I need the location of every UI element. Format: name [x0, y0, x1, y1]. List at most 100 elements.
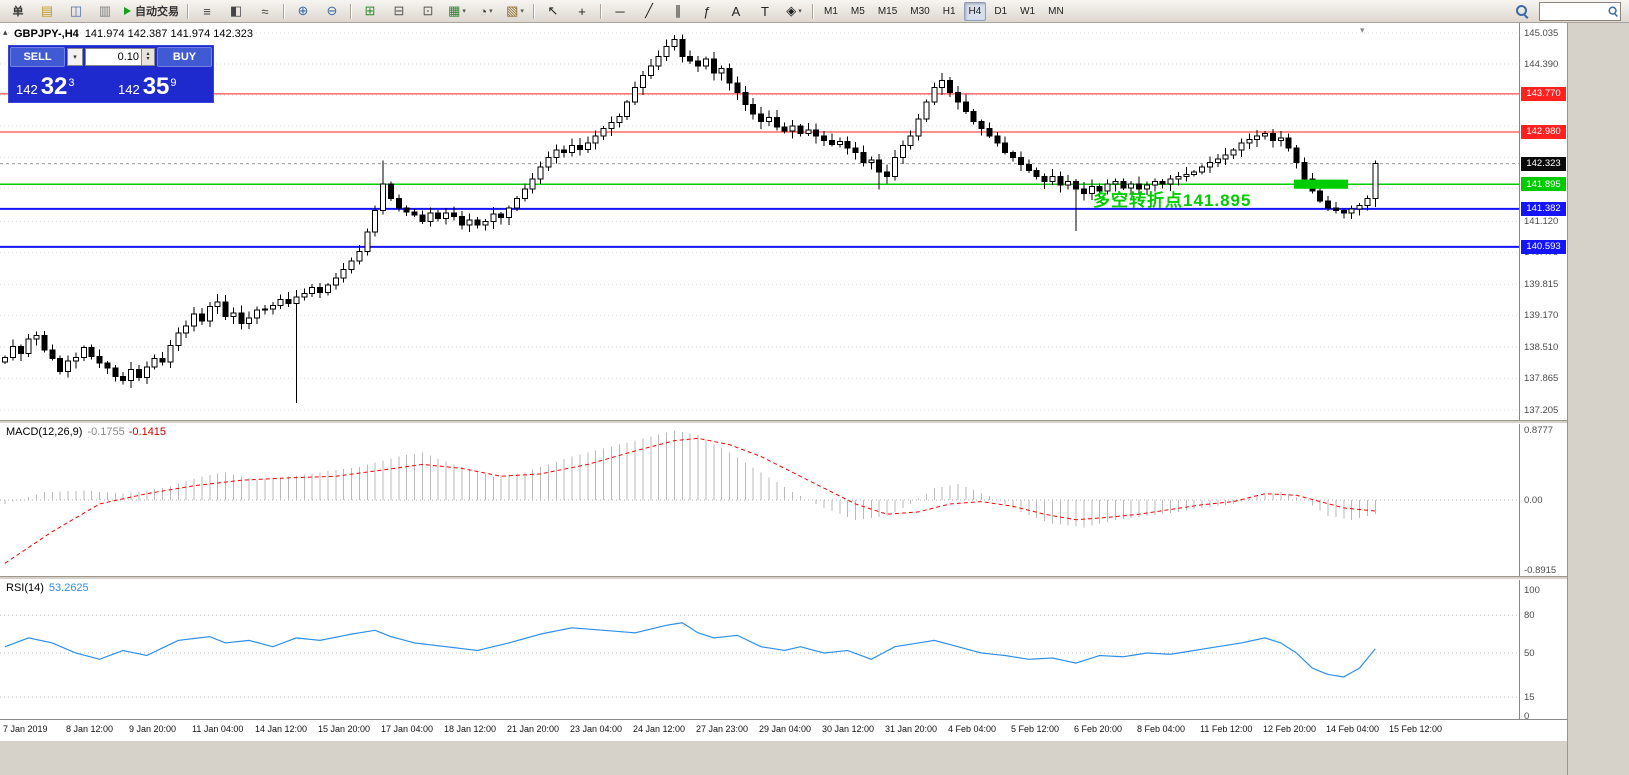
timeframe-m1-button[interactable]: M1 — [824, 5, 838, 17]
trendline-icon[interactable]: ╱ — [635, 1, 663, 22]
time-axis[interactable]: 7 Jan 2019 8 Jan 12:00 9 Jan 20:00 11 Jan 0… — [0, 719, 1567, 741]
navigator-icon[interactable]: ▥ — [91, 1, 119, 22]
fibonacci-icon[interactable]: ƒ — [693, 1, 721, 22]
time-axis-label: 14 Feb 04:00 — [1326, 724, 1380, 734]
timeframe-m30-button[interactable]: M30 — [910, 5, 930, 17]
macd-panel-canvas[interactable] — [0, 424, 1519, 576]
cascade-windows-icon[interactable]: ⊟ — [385, 1, 413, 22]
line-chart-icon: ≈ — [261, 3, 269, 19]
rsi-indicator-label: RSI(14) 53.2625 — [6, 582, 89, 594]
bid-price-display[interactable]: 142 32 3 — [9, 68, 111, 102]
panel-splitter[interactable] — [0, 420, 1567, 424]
rsi-label-text: RSI(14) — [6, 582, 44, 594]
bid-price-prefix: 142 — [16, 82, 38, 97]
time-axis-label: 15 Jan 20:00 — [318, 724, 371, 734]
sell-button[interactable]: SELL — [10, 47, 65, 67]
equidistant-channel-icon: ∥ — [674, 3, 682, 18]
ask-price-sup: 9 — [170, 77, 177, 89]
rsi-panel-canvas[interactable] — [0, 580, 1519, 719]
volume-up-icon[interactable]: ▴ — [146, 51, 150, 57]
equidistant-channel-icon[interactable]: ∥ — [664, 1, 692, 22]
time-axis-label: 11 Jan 04:00 — [192, 724, 244, 734]
timeframe-h1-button[interactable]: H1 — [942, 5, 956, 17]
timeframe-mn-button[interactable]: MN — [1048, 5, 1064, 17]
time-axis-label: 11 Feb 12:00 — [1200, 724, 1253, 734]
price-axis-label: 15 — [1524, 691, 1535, 703]
time-axis-label: 21 Jan 20:00 — [507, 724, 560, 734]
cascade-windows-icon: ⊟ — [393, 3, 405, 18]
crosshair-icon[interactable]: + — [568, 1, 596, 22]
new-chart-button[interactable]: ▦ ▾ — [443, 1, 471, 22]
price-chart-canvas[interactable] — [0, 26, 1519, 420]
time-axis-label: 17 Jan 04:00 — [381, 724, 434, 734]
bars-chart-icon: ≡ — [203, 3, 211, 19]
time-axis-label: 15 Feb 12:00 — [1389, 724, 1443, 734]
periods-button[interactable]: ◔ ▾ — [472, 1, 500, 22]
toolbar-search-box — [1539, 1, 1621, 21]
timeframe-m5-button[interactable]: M5 — [850, 5, 865, 17]
new-order-button[interactable]: 单 — [4, 1, 32, 22]
text-tool-icon: A — [731, 3, 741, 19]
dropdown-arrow-icon: ▾ — [520, 8, 524, 15]
one-click-collapse-icon[interactable]: ▴ — [3, 27, 8, 37]
zoom-in-icon: ⊕ — [297, 3, 309, 18]
zoom-out-icon[interactable]: ⊖ — [318, 1, 346, 22]
toolbar-search-input[interactable] — [1540, 4, 1606, 18]
text-tool-icon[interactable]: A — [722, 1, 750, 22]
market-watch-icon[interactable]: ◫ — [62, 1, 90, 22]
auto-trading-button[interactable]: 自动交易 — [120, 1, 183, 22]
panel-splitter[interactable] — [0, 576, 1567, 580]
chart-shift-marker-icon[interactable]: ▾ — [1360, 25, 1365, 35]
main-toolbar: 单 ▤ ◫ ▥ 自动交易 ≡ ◧ ≈ ⊕ ⊖ ⊞ ⊟ ⊡ ▦ ▾ ◔ ▾ ▧ ▾ ↖ + ─ ╱ ∥ ƒ A T ◈ ▾ M1 M5 M15 M… — [0, 0, 1629, 23]
zoom-in-icon[interactable]: ⊕ — [289, 1, 317, 22]
buy-button[interactable]: BUY — [157, 47, 212, 67]
templates-button: ▧ — [506, 3, 519, 18]
symbol-search-icon[interactable] — [1508, 1, 1536, 22]
timeframe-w1-button[interactable]: W1 — [1020, 5, 1036, 17]
bars-chart-icon[interactable]: ≡ — [193, 1, 221, 22]
timeframe-h4-button[interactable]: H4 — [963, 1, 987, 21]
timeframe-m15-button[interactable]: M15 — [877, 5, 898, 17]
auto-trading-label: 自动交易 — [135, 6, 179, 18]
bid-price-badge: 142.323 — [1521, 156, 1566, 171]
price-axis-label: 137.865 — [1524, 372, 1559, 384]
volume-stepper[interactable]: ▴ ▾ — [142, 48, 155, 66]
price-axis-label: 0.00 — [1524, 494, 1543, 506]
horizontal-line-icon: ─ — [615, 3, 625, 19]
arrange-windows-icon[interactable]: ⊡ — [414, 1, 442, 22]
cursor-icon[interactable]: ↖ — [539, 1, 567, 22]
time-axis-label: 4 Feb 04:00 — [948, 724, 997, 734]
time-axis-label: 9 Jan 20:00 — [129, 724, 177, 734]
price-level-badge: 142.980 — [1521, 124, 1566, 139]
ask-price-big: 35 — [142, 73, 170, 100]
shapes-tool-icon: ◈ — [786, 3, 797, 18]
ohlc-values-text: 141.974 142.387 141.974 142.323 — [84, 28, 254, 40]
search-box-magnifier-icon[interactable] — [1608, 6, 1619, 17]
symbol-search-icon — [1515, 4, 1529, 19]
tile-windows-icon[interactable]: ⊞ — [356, 1, 384, 22]
dropdown-arrow-icon: ▾ — [489, 8, 493, 15]
timeframe-d1-button[interactable]: D1 — [994, 5, 1008, 17]
price-level-badge: 141.382 — [1521, 201, 1566, 216]
price-axis-label: 144.390 — [1524, 58, 1559, 70]
price-axis[interactable]: 145.035144.390141.120140.475139.815139.1… — [1519, 23, 1567, 741]
volume-down-icon[interactable]: ▾ — [146, 56, 150, 62]
label-tool-icon[interactable]: T — [751, 1, 779, 22]
templates-button[interactable]: ▧ ▾ — [501, 1, 529, 22]
order-type-dropdown[interactable]: ▾ — [67, 48, 83, 66]
horizontal-line-icon[interactable]: ─ — [606, 1, 634, 22]
charts-profile-icon: ▤ — [40, 3, 54, 18]
time-axis-label: 29 Jan 04:00 — [759, 724, 812, 734]
price-axis-label: 80 — [1524, 609, 1535, 621]
shapes-tool-icon[interactable]: ◈ ▾ — [780, 1, 808, 22]
navigator-icon: ▥ — [98, 3, 112, 18]
charts-profile-icon[interactable]: ▤ — [33, 1, 61, 22]
new-chart-button: ▦ — [448, 3, 461, 18]
volume-input[interactable] — [85, 48, 142, 66]
line-chart-icon[interactable]: ≈ — [251, 1, 279, 22]
quote-panel-prices: 142 32 3 142 35 9 — [9, 68, 213, 102]
ask-price-display[interactable]: 142 35 9 — [111, 68, 213, 102]
candlestick-chart-icon[interactable]: ◧ — [222, 1, 250, 22]
macd-signal-value: -0.1415 — [128, 426, 167, 438]
time-axis-label: 27 Jan 23:00 — [696, 724, 749, 734]
